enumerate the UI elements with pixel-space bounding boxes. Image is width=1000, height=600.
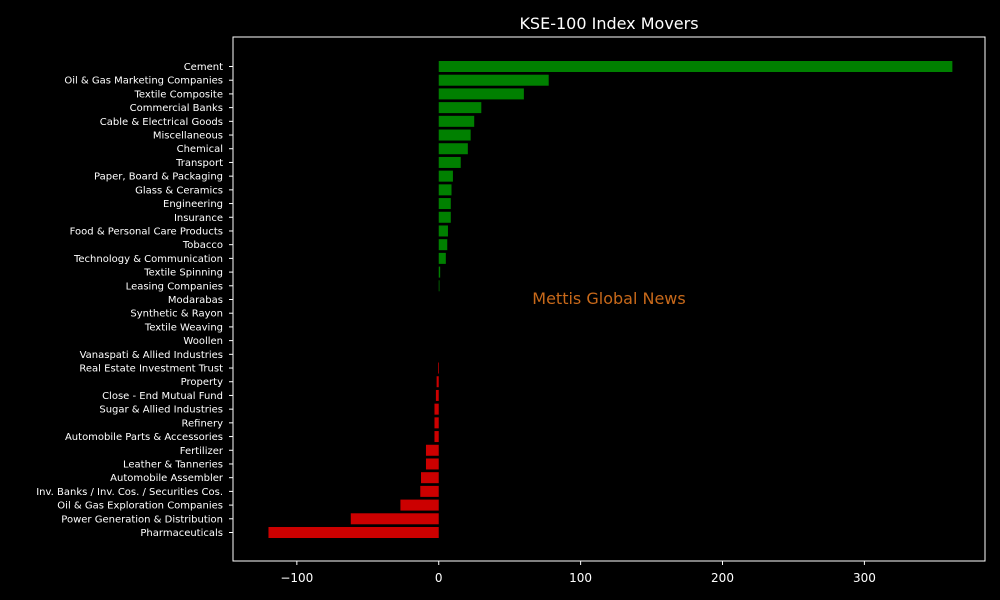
bar bbox=[350, 513, 439, 525]
category-label: Modarabas bbox=[168, 295, 223, 306]
x-tick-label: 0 bbox=[435, 571, 443, 585]
bar bbox=[438, 252, 446, 264]
bar bbox=[434, 431, 439, 443]
bar bbox=[438, 74, 549, 86]
bar bbox=[438, 266, 441, 278]
category-label: Textile Weaving bbox=[144, 322, 223, 333]
bar bbox=[434, 403, 439, 415]
bar bbox=[438, 170, 453, 182]
category-label: Leather & Tanneries bbox=[123, 459, 223, 470]
category-label: Automobile Assembler bbox=[110, 473, 224, 484]
x-tick-label: 300 bbox=[853, 571, 876, 585]
bar bbox=[435, 389, 439, 401]
chart-title: KSE-100 Index Movers bbox=[519, 14, 698, 33]
category-label: Pharmaceuticals bbox=[140, 528, 223, 539]
bar bbox=[425, 458, 439, 470]
x-tick-label: 200 bbox=[711, 571, 734, 585]
category-label: Transport bbox=[175, 158, 223, 169]
bar bbox=[438, 225, 448, 237]
category-label: Oil & Gas Exploration Companies bbox=[57, 501, 223, 512]
bar bbox=[438, 184, 452, 196]
bar bbox=[438, 88, 524, 100]
bar bbox=[438, 198, 451, 210]
bar bbox=[438, 61, 953, 72]
category-label: Sugar & Allied Industries bbox=[99, 405, 223, 416]
bar bbox=[438, 280, 440, 292]
category-label: Synthetic & Rayon bbox=[130, 309, 223, 320]
bar bbox=[436, 376, 439, 388]
plot-area: Cement Oil & Gas Marketing Companies Texti… bbox=[36, 36, 986, 585]
bar bbox=[268, 527, 439, 538]
bar bbox=[438, 211, 451, 223]
category-label: Textile Spinning bbox=[143, 268, 223, 279]
category-label: Property bbox=[181, 377, 223, 388]
category-label: Cement bbox=[184, 62, 223, 73]
bar bbox=[434, 417, 439, 429]
category-label: Power Generation & Distribution bbox=[61, 514, 223, 525]
category-label: Real Estate Investment Trust bbox=[79, 364, 223, 375]
category-label: Close - End Mutual Fund bbox=[102, 391, 223, 402]
category-label: Tobacco bbox=[182, 240, 223, 251]
x-tick-label: 100 bbox=[569, 571, 592, 585]
category-label: Paper, Board & Packaging bbox=[94, 172, 223, 183]
category-label: Textile Composite bbox=[134, 89, 223, 100]
category-label: Engineering bbox=[163, 199, 223, 210]
x-tick-label: −100 bbox=[280, 571, 313, 585]
bar bbox=[438, 143, 468, 155]
category-label: Automobile Parts & Accessories bbox=[65, 432, 223, 443]
category-label: Fertilizer bbox=[180, 446, 224, 457]
bar bbox=[438, 115, 475, 127]
category-label: Glass & Ceramics bbox=[135, 185, 223, 196]
bar bbox=[438, 239, 448, 251]
bar bbox=[425, 444, 439, 456]
category-label: Oil & Gas Marketing Companies bbox=[64, 76, 223, 87]
bar bbox=[438, 129, 471, 141]
category-label: Miscellaneous bbox=[153, 131, 223, 142]
bar bbox=[438, 362, 439, 374]
category-label: Leasing Companies bbox=[126, 281, 223, 292]
category-label: Insurance bbox=[174, 213, 223, 224]
category-label: Technology & Communication bbox=[73, 254, 223, 265]
plot-frame bbox=[232, 36, 986, 562]
bar bbox=[420, 485, 439, 497]
category-label: Vanaspati & Allied Industries bbox=[80, 350, 223, 361]
category-label: Commercial Banks bbox=[130, 103, 223, 114]
category-label: Refinery bbox=[182, 418, 224, 429]
bar bbox=[438, 156, 461, 168]
bar bbox=[438, 102, 482, 114]
category-label: Chemical bbox=[177, 144, 223, 155]
category-label: Woollen bbox=[183, 336, 223, 347]
category-label: Inv. Banks / Inv. Cos. / Securities Cos. bbox=[36, 487, 223, 498]
bar bbox=[421, 472, 439, 484]
category-label: Food & Personal Care Products bbox=[70, 226, 223, 237]
watermark-text: Mettis Global News bbox=[532, 289, 685, 308]
bar bbox=[400, 499, 439, 511]
category-label: Cable & Electrical Goods bbox=[100, 117, 223, 128]
